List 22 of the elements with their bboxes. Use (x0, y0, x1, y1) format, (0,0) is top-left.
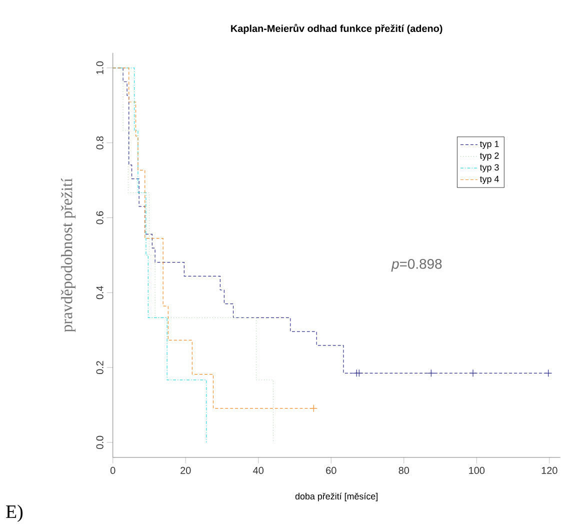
x-tick-label: 0 (110, 466, 116, 474)
x-tick-label: 120 (542, 466, 558, 474)
y-tick-label: 0.0 (96, 436, 104, 449)
x-tick-label: 20 (180, 466, 191, 474)
y-tick-label: 0.2 (96, 361, 104, 374)
y-tick-label: 0.4 (96, 286, 104, 300)
legend-label: typ 1 (480, 140, 499, 149)
x-tick-label: 60 (326, 466, 336, 474)
y-tick-label: 1.0 (96, 61, 104, 74)
x-tick-label: 100 (469, 466, 485, 474)
legend-label: typ 4 (480, 176, 499, 184)
x-axis-title: doba přežití [měsíce] (295, 492, 378, 502)
annotation: p=0.898 (391, 258, 442, 272)
text: E) (6, 504, 23, 522)
y-axis-title: pravděpodobnost přežití (61, 178, 76, 332)
legend-label: typ 2 (480, 152, 499, 160)
y-tick-label: 0.6 (96, 211, 104, 224)
chart-title: Kaplan-Meierův odhad funkce přežití (adeno) (231, 24, 442, 34)
x-tick-label: 40 (253, 466, 264, 474)
y-tick-label: 0.8 (96, 136, 104, 150)
legend-label: typ 3 (480, 164, 499, 172)
x-tick-label: 80 (398, 466, 410, 474)
